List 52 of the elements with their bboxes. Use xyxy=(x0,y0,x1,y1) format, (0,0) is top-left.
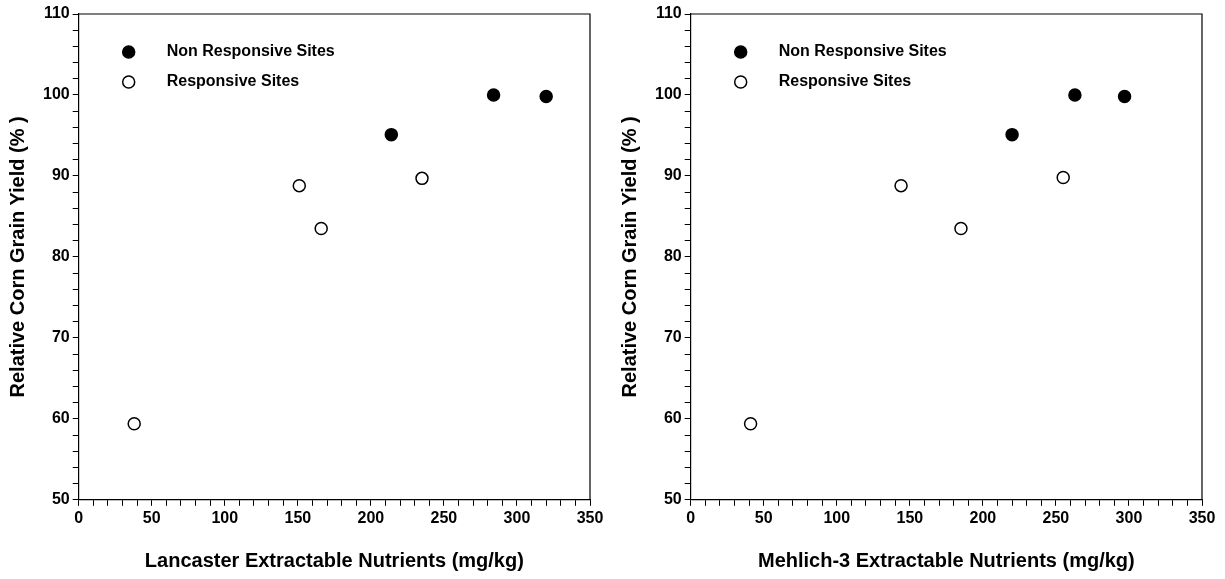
x-tick-label: 100 xyxy=(211,508,239,526)
point xyxy=(1117,89,1132,104)
x-tick-label: 50 xyxy=(754,508,773,526)
x-tick-label: 100 xyxy=(823,508,851,526)
y-tick-label: 100 xyxy=(654,85,682,103)
point xyxy=(539,89,553,104)
y-tick-label: 110 xyxy=(43,4,70,22)
point xyxy=(954,221,968,236)
x-tick-label: 250 xyxy=(430,508,458,526)
x-tick-label: 250 xyxy=(1042,508,1070,526)
y-tick-label: 100 xyxy=(42,85,70,103)
x-tick-label: 150 xyxy=(896,508,924,526)
x-tick-label: 300 xyxy=(503,508,531,526)
y-tick-label: 70 xyxy=(663,328,682,346)
x-axis-title: Mehlich-3 Extractable Nutrients (mg/kg) xyxy=(757,548,1135,571)
y-axis-title: Relative Corn Grain Yield (% ) xyxy=(617,116,640,398)
x-tick-label: 350 xyxy=(576,508,604,526)
y-tick-label: 80 xyxy=(51,247,70,265)
point xyxy=(1056,170,1070,185)
point xyxy=(127,416,141,431)
legend-label: Responsive Sites xyxy=(166,72,300,90)
y-tick-label: 90 xyxy=(51,166,70,184)
y-tick-label: 80 xyxy=(663,247,682,265)
point xyxy=(415,171,429,186)
x-tick-label: 350 xyxy=(1188,508,1216,526)
point xyxy=(314,221,328,236)
point xyxy=(894,178,908,193)
y-tick-label: 60 xyxy=(51,409,70,427)
y-tick-label: 90 xyxy=(663,166,682,184)
x-tick-label: 200 xyxy=(357,508,385,526)
y-axis-title: Relative Corn Grain Yield (% ) xyxy=(5,116,28,398)
x-tick-label: 50 xyxy=(142,508,161,526)
x-tick-label: 300 xyxy=(1115,508,1143,526)
legend-label: Responsive Sites xyxy=(778,72,912,90)
point xyxy=(1068,88,1082,102)
x-tick-label: 0 xyxy=(74,508,84,526)
point xyxy=(1005,127,1019,142)
point xyxy=(292,178,307,193)
x-tick-label: 150 xyxy=(284,508,312,526)
y-tick-label: 50 xyxy=(51,490,70,508)
y-tick-label: 60 xyxy=(663,409,682,427)
point xyxy=(384,127,399,142)
legend-label: Non Responsive Sites xyxy=(778,42,947,60)
point xyxy=(743,416,758,431)
x-tick-label: 0 xyxy=(686,508,696,526)
point xyxy=(486,88,501,102)
x-axis-title: Lancaster Extractable Nutrients (mg/kg) xyxy=(144,548,524,571)
legend-label: Non Responsive Sites xyxy=(166,42,335,60)
y-tick-label: 110 xyxy=(655,4,682,22)
y-tick-label: 50 xyxy=(663,490,682,508)
x-tick-label: 200 xyxy=(969,508,997,526)
y-tick-label: 70 xyxy=(51,328,70,346)
